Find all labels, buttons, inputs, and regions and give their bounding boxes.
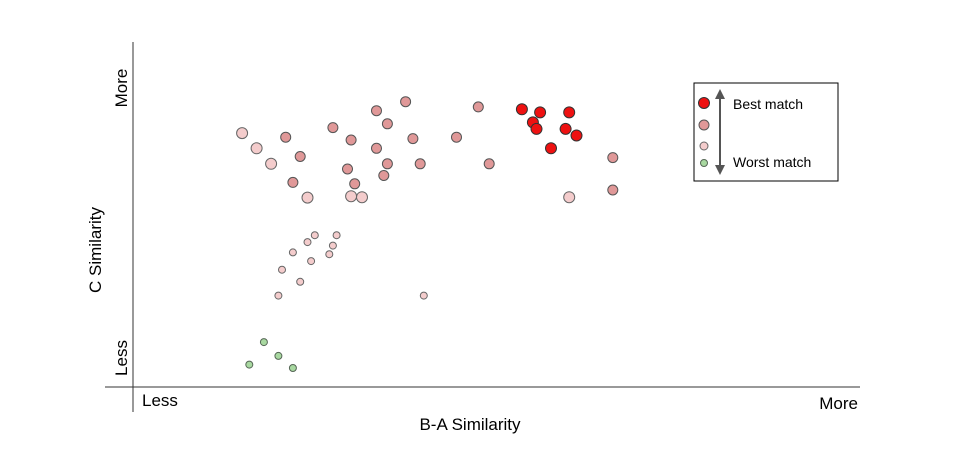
x-axis-title: B-A Similarity (419, 415, 521, 434)
x-tick-label-more: More (819, 394, 858, 413)
point-fair-8 (303, 238, 312, 247)
legend-marker-good (698, 119, 710, 131)
point-good-4 (342, 163, 353, 175)
point-fair-10 (328, 241, 337, 250)
point-fair-11 (288, 248, 297, 257)
point-good-14 (414, 158, 426, 170)
point-good-2 (287, 176, 299, 188)
point-good-12 (400, 96, 412, 108)
legend-marker-best (698, 97, 710, 109)
point-good-3 (327, 122, 339, 134)
point-best-4 (563, 106, 576, 119)
y-axis-title: C Similarity (86, 207, 105, 293)
point-fair-1 (250, 142, 263, 155)
point-best-6 (559, 122, 572, 135)
point-fair-12 (307, 257, 316, 266)
point-fair-4 (345, 190, 358, 203)
point-best-2 (534, 106, 547, 119)
point-fair-13 (325, 250, 334, 259)
legend: Best match Worst match (693, 82, 839, 182)
x-tick-label-less: Less (142, 391, 178, 410)
point-good-19 (607, 184, 619, 196)
legend-box (693, 82, 839, 182)
point-good-7 (371, 105, 382, 117)
point-worst-2 (274, 351, 283, 360)
point-good-6 (345, 134, 357, 146)
point-best-3 (530, 122, 543, 135)
legend-worst-label: Worst match (733, 154, 811, 170)
legend-best-label: Best match (733, 96, 803, 112)
point-best-0 (515, 103, 528, 116)
point-fair-3 (301, 191, 314, 204)
point-good-18 (607, 152, 619, 164)
point-worst-3 (288, 364, 297, 372)
point-good-16 (472, 101, 484, 113)
point-worst-1 (245, 360, 254, 369)
point-fair-15 (296, 277, 305, 286)
point-best-7 (570, 129, 583, 142)
point-good-15 (451, 131, 462, 143)
point-best-5 (545, 142, 557, 155)
point-good-9 (381, 118, 393, 130)
point-good-10 (381, 158, 393, 170)
point-fair-2 (265, 157, 278, 170)
legend-marker-worst (700, 159, 708, 167)
y-tick-label-less: Less (112, 340, 131, 376)
point-good-17 (483, 158, 495, 170)
point-fair-5 (356, 191, 368, 204)
point-good-1 (294, 151, 306, 162)
point-fair-7 (310, 231, 319, 240)
point-worst-0 (259, 338, 268, 347)
point-fair-14 (278, 265, 286, 274)
legend-marker-fair (699, 141, 709, 151)
point-good-8 (371, 142, 382, 154)
point-fair-0 (236, 127, 249, 140)
point-fair-17 (419, 291, 428, 300)
point-fair-16 (274, 291, 283, 300)
y-tick-label-more: More (112, 69, 131, 108)
point-fair-6 (563, 191, 576, 204)
point-good-13 (407, 133, 419, 145)
data-points (236, 96, 619, 372)
point-good-0 (280, 131, 292, 143)
point-fair-9 (332, 231, 341, 240)
legend-double-arrow (715, 89, 725, 175)
point-good-11 (378, 170, 390, 181)
point-good-5 (349, 178, 361, 190)
